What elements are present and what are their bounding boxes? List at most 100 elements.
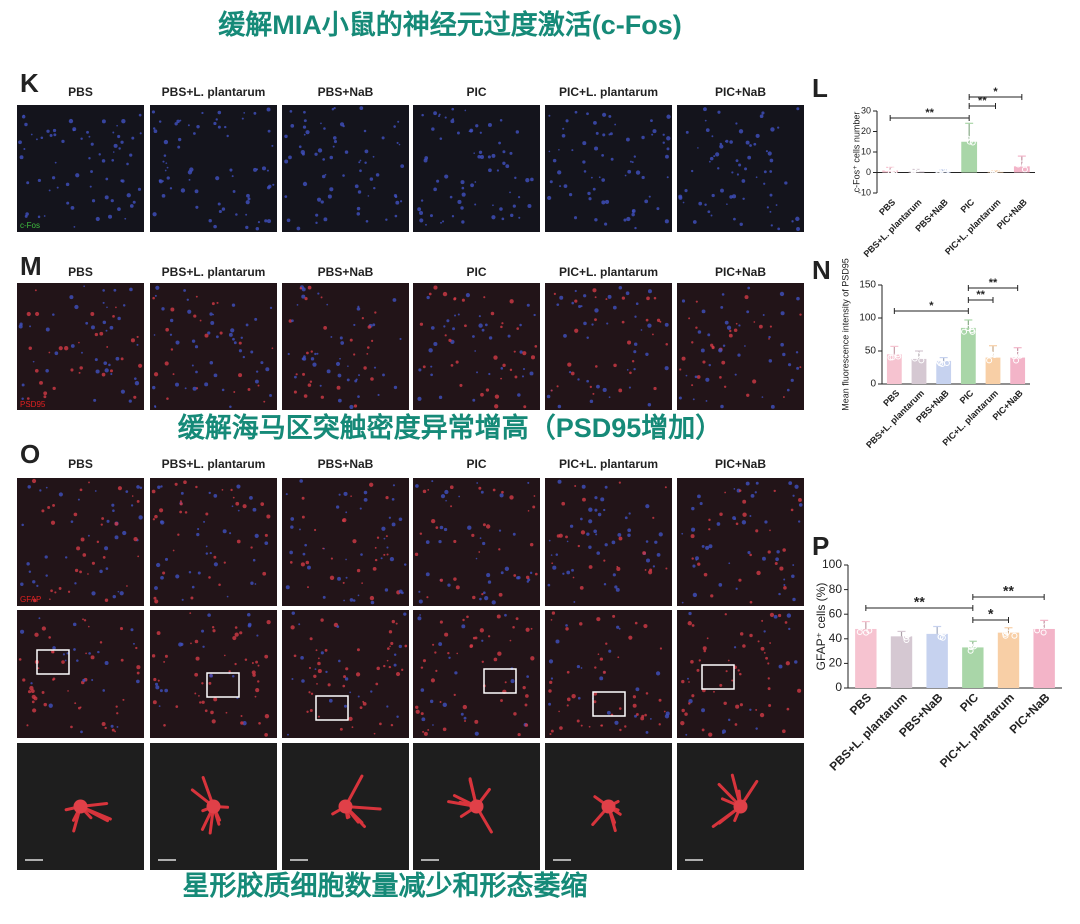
cell-dot: [758, 324, 763, 329]
cell-dot: [444, 489, 449, 495]
cell-dot: [32, 360, 35, 363]
cell-dot: [64, 556, 68, 559]
column-label: PBS+NaB: [318, 265, 374, 279]
cell-dot: [93, 398, 97, 402]
cell-dot: [101, 517, 105, 520]
cell-dot: [51, 176, 56, 180]
cell-dot: [199, 319, 202, 322]
cell-dot: [328, 698, 333, 703]
cell-dot: [177, 145, 181, 149]
cell-dot: [386, 659, 389, 662]
cell-dot: [321, 174, 326, 179]
cell-dot: [777, 613, 782, 618]
cell-dot: [70, 344, 75, 348]
micrograph: [150, 105, 277, 232]
cell-dot: [588, 565, 593, 569]
cell-dot: [27, 485, 31, 489]
y-tick-label: 150: [859, 280, 876, 291]
cell-dot: [102, 301, 105, 304]
cell-dot: [26, 397, 30, 400]
cell-dot: [713, 690, 715, 693]
cell-dot: [327, 683, 331, 687]
cell-dot: [116, 712, 119, 715]
cell-dot: [418, 590, 421, 593]
cell-dot: [175, 705, 179, 708]
cell-dot: [332, 136, 337, 140]
cell-dot: [356, 568, 361, 573]
cell-dot: [102, 320, 107, 325]
cell-dot: [510, 213, 514, 218]
cell-dot: [691, 557, 694, 560]
cell-dot: [555, 553, 559, 556]
cell-dot: [126, 162, 129, 166]
cell-dot: [770, 224, 773, 227]
column-label: PIC+NaB: [715, 265, 766, 279]
cell-dot: [78, 371, 81, 374]
data-point: [944, 172, 951, 179]
cell-dot: [90, 142, 94, 146]
cell-dot: [264, 654, 269, 659]
cell-dot: [750, 494, 755, 498]
cell-dot: [100, 523, 103, 526]
data-point: [890, 170, 897, 177]
cell-dot: [747, 550, 751, 555]
cell-dot: [203, 520, 206, 523]
cell-dot: [685, 733, 688, 736]
cell-dot: [349, 404, 354, 410]
micrograph: [282, 478, 409, 606]
cell-dot: [496, 169, 500, 172]
significance-label: *: [988, 606, 994, 622]
cell-dot: [721, 360, 726, 365]
y-tick-label: 0: [866, 167, 871, 177]
cell-dot: [644, 199, 649, 204]
cell-dot: [478, 150, 483, 154]
cell-dot: [571, 693, 576, 699]
cell-dot: [472, 595, 476, 600]
cell-dot: [136, 679, 140, 684]
cell-dot: [132, 200, 136, 204]
cell-dot: [566, 697, 571, 702]
cell-dot: [711, 193, 715, 198]
cell-dot: [653, 296, 657, 300]
cell-dot: [320, 395, 324, 399]
cell-dot: [576, 664, 581, 669]
cell-dot: [307, 383, 312, 387]
cell-dot: [596, 551, 601, 555]
cell-dot: [52, 386, 56, 391]
bar: [936, 360, 952, 384]
cell-dot: [439, 137, 443, 140]
cell-dot: [316, 682, 318, 685]
cell-dot: [729, 195, 733, 199]
cell-dot: [126, 193, 131, 198]
cell-dot: [384, 588, 389, 592]
cell-dot: [298, 145, 302, 149]
cell-dot: [767, 677, 770, 680]
cell-dot: [744, 295, 749, 300]
cell-dot: [41, 626, 47, 631]
cell-dot: [739, 632, 744, 636]
cell-dot: [526, 580, 530, 583]
cell-dot: [112, 509, 115, 512]
cell-dot: [770, 404, 775, 409]
cell-dot: [739, 703, 743, 707]
cell-dot: [573, 216, 578, 220]
cell-dot: [126, 585, 128, 587]
cell-dot: [777, 126, 780, 129]
cell-dot: [774, 561, 778, 565]
cell-dot: [235, 501, 240, 506]
cell-dot: [574, 328, 579, 333]
cell-dot: [450, 505, 453, 508]
cell-dot: [601, 154, 604, 157]
cell-dot: [795, 351, 799, 354]
cell-dot: [247, 622, 252, 627]
cell-dot: [174, 122, 178, 126]
cell-dot: [30, 682, 33, 685]
cell-dot: [85, 652, 87, 655]
cell-dot: [474, 181, 477, 183]
cell-dot: [606, 322, 609, 325]
cell-dot: [479, 537, 482, 540]
cell-dot: [240, 336, 243, 339]
cell-dot: [98, 153, 101, 156]
cell-dot: [374, 546, 377, 549]
cell-dot: [116, 124, 118, 127]
